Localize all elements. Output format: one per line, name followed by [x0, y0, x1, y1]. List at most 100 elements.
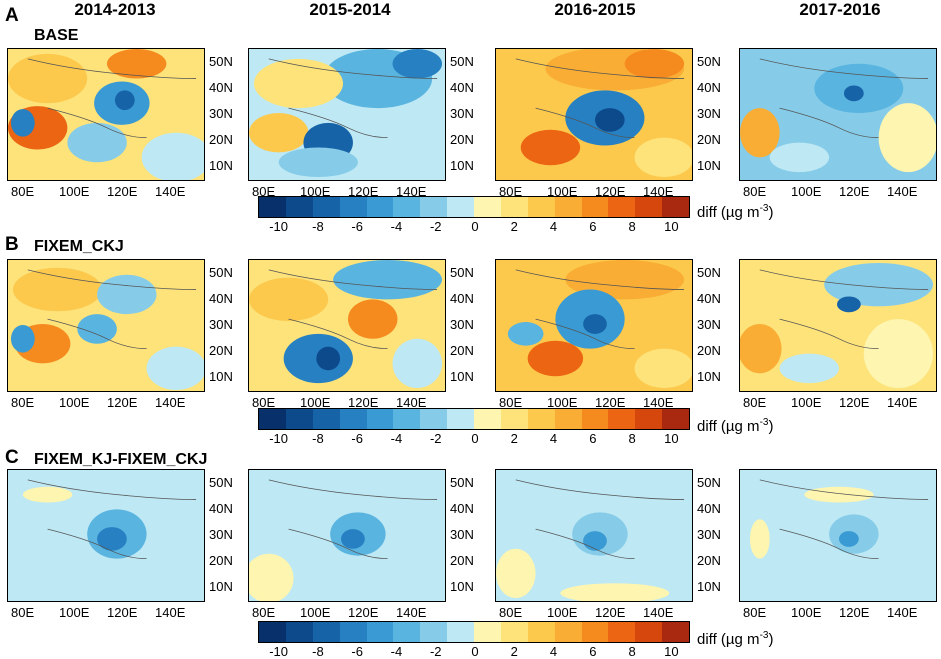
colorbar-segment	[393, 409, 421, 429]
lon-label: 120E	[595, 395, 626, 410]
colorbar-tick-label: 8	[628, 644, 636, 659]
colorbar-segment	[474, 622, 501, 642]
colorbar-segment	[527, 409, 555, 429]
lon-label: 120E	[107, 395, 138, 410]
colorbar-unit-b: diff (µg m-3)	[697, 417, 774, 435]
colorbar-tick-label: 0	[471, 431, 479, 446]
colorbar-tick-label: 2	[510, 219, 518, 234]
colorbar-segment	[393, 622, 421, 642]
lat-label: 30N	[209, 106, 233, 121]
map-a-2014-2013	[7, 48, 205, 181]
colorbar-segment	[339, 409, 367, 429]
map-c-2015-2014	[248, 469, 446, 602]
colorbar-tick-label: -4	[390, 431, 403, 446]
lon-label: 120E	[839, 395, 870, 410]
column-header-1: 2014-2013	[74, 0, 156, 19]
row-letter-c: C	[5, 447, 19, 468]
colorbar-tick-label: -4	[390, 219, 403, 234]
lat-label: 10N	[697, 158, 721, 173]
colorbar-segment	[527, 622, 555, 642]
lon-label: 80E	[11, 184, 35, 199]
map-a-2015-2014	[248, 48, 446, 181]
colorbar-tick-label: 10	[664, 644, 679, 659]
lat-label: 40N	[209, 80, 233, 95]
colorbar-tick-label: -4	[390, 644, 403, 659]
row-title-fixem-kj-ckj: FIXEM_KJ-FIXEM_CKJ	[34, 451, 208, 468]
map-c-2014-2013	[7, 469, 205, 602]
lon-label: 140E	[396, 605, 427, 620]
lat-label: 40N	[450, 501, 474, 516]
lat-label: 20N	[697, 553, 721, 568]
row-title-base: BASE	[34, 27, 79, 44]
colorbar-tick-label: 2	[510, 644, 518, 659]
colorbar-c	[258, 621, 690, 643]
colorbar-segment	[285, 197, 313, 217]
lon-label: 120E	[107, 605, 138, 620]
colorbar-tick-label: 10	[664, 219, 679, 234]
lon-label: 100E	[59, 184, 90, 199]
row-title-fixem-ckj: FIXEM_CKJ	[34, 238, 124, 255]
colorbar-unit-c: diff (µg m-3)	[697, 630, 774, 648]
lon-label: 120E	[595, 605, 626, 620]
colorbar-segment	[420, 622, 448, 642]
colorbar-tick-label: -6	[351, 219, 363, 234]
lat-label: 10N	[209, 579, 233, 594]
lat-label: 10N	[450, 369, 474, 384]
colorbar-segment	[608, 197, 636, 217]
colorbar-segment	[500, 409, 528, 429]
colorbar-segment	[581, 409, 609, 429]
colorbar-tick-label: 8	[628, 219, 636, 234]
colorbar-tick-label: -10	[269, 644, 289, 659]
lon-label: 120E	[107, 184, 138, 199]
colorbar-segment	[312, 197, 340, 217]
colorbar-tick-label: 6	[589, 431, 597, 446]
colorbar-unit-a: diff (µg m-3)	[697, 203, 774, 221]
colorbar-segment	[339, 197, 367, 217]
colorbar-segment	[259, 622, 286, 642]
lon-label: 100E	[59, 395, 90, 410]
lon-label: 80E	[743, 605, 767, 620]
lon-label: 140E	[643, 184, 674, 199]
lon-label: 120E	[839, 184, 870, 199]
lon-label: 80E	[252, 605, 276, 620]
lon-label: 120E	[595, 184, 626, 199]
lon-label: 120E	[839, 605, 870, 620]
map-c-2016-2015	[495, 469, 693, 602]
colorbar-segment	[285, 622, 313, 642]
colorbar-segment	[420, 409, 448, 429]
lat-label: 10N	[209, 158, 233, 173]
colorbar-segment	[635, 622, 663, 642]
colorbar-a	[258, 196, 690, 218]
colorbar-tick-label: 0	[471, 644, 479, 659]
colorbar-tick-label: -8	[312, 219, 324, 234]
colorbar-segment	[393, 197, 421, 217]
colorbar-segment	[554, 622, 582, 642]
lon-label: 120E	[348, 184, 379, 199]
lat-label: 10N	[697, 369, 721, 384]
lon-label: 80E	[252, 184, 276, 199]
colorbar-segment	[635, 197, 663, 217]
colorbar-b	[258, 408, 690, 430]
colorbar-tick-label: -2	[429, 431, 442, 446]
lon-label: 100E	[300, 184, 331, 199]
lon-label: 80E	[499, 395, 523, 410]
map-a-2017-2016	[739, 48, 937, 181]
colorbar-tick-label: 6	[589, 644, 597, 659]
colorbar-segment	[339, 622, 367, 642]
lon-label: 140E	[396, 395, 427, 410]
colorbar-segment	[608, 409, 636, 429]
lat-label: 30N	[450, 106, 474, 121]
colorbar-segment	[366, 197, 394, 217]
lon-label: 140E	[887, 395, 918, 410]
lat-label: 20N	[697, 132, 721, 147]
colorbar-segment	[527, 197, 555, 217]
lat-label: 40N	[450, 80, 474, 95]
map-c-2017-2016	[739, 469, 937, 602]
column-header-3: 2016-2015	[554, 0, 636, 19]
lon-label: 80E	[743, 184, 767, 199]
lat-label: 20N	[450, 132, 474, 147]
lat-label: 30N	[209, 317, 233, 332]
lat-label: 50N	[209, 54, 233, 69]
lat-label: 50N	[209, 475, 233, 490]
lat-label: 30N	[450, 317, 474, 332]
